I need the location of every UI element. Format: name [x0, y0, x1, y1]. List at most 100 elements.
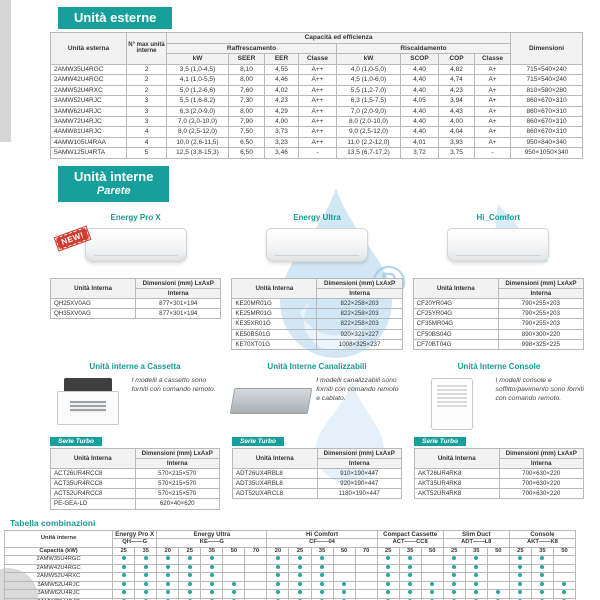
external-unit-cell: 6,50 [228, 147, 265, 159]
combination-cell [420, 597, 444, 600]
combination-cell [112, 589, 136, 599]
combination-cell [486, 555, 510, 565]
external-unit-cell: A+ [473, 105, 512, 118]
combination-cell [552, 572, 577, 582]
serie-turbo-tag: Serie Turbo [50, 436, 103, 446]
external-unit-cell: 810×580×280 [510, 84, 584, 97]
ext-subheader-row: kW SEER EER Classe kW SCOP COP Classe [51, 53, 583, 65]
unit-model: CF25YR04G [412, 308, 499, 320]
unit-dimensions: 620×40×620 [134, 498, 220, 510]
unit-dimensions: 822×258×203 [316, 298, 403, 310]
compatibility-dot [275, 556, 280, 561]
compatibility-dot [452, 556, 457, 561]
compatibility-dot [474, 564, 479, 569]
comb-capacity-value: 35 [398, 546, 422, 556]
unit-model: CF35MR04G [412, 318, 499, 330]
unit-model: QH35XV0AG [49, 308, 137, 320]
serie-turbo-tag: Serie Turbo [232, 436, 285, 446]
compatibility-dot [320, 581, 325, 586]
compatibility-dot [209, 590, 214, 595]
unit-dimensions: 790×255×203 [497, 318, 584, 330]
comb-capacity-value: 20 [156, 546, 180, 556]
comb-group-name: Energy Pro X [112, 529, 158, 539]
unit-dimensions: 1180×190×447 [316, 488, 402, 500]
compatibility-dot [408, 573, 413, 578]
external-unit-model: 4AMW105U4RAA [50, 136, 127, 149]
comb-group-name: Console [508, 529, 577, 539]
unit-dimensions: 890×300×220 [497, 328, 584, 340]
external-unit-cell: 4,04 [438, 126, 475, 138]
combination-cell [420, 580, 444, 590]
mini-table-body: KE20MR01G 822×258×203 KE25MR01G 822×258×203… [231, 298, 403, 350]
combination-cell [156, 572, 180, 582]
combination-cell [200, 563, 224, 573]
combination-cell [530, 580, 554, 590]
unit-model: ACT26UR4RCC8 [50, 467, 136, 480]
combination-cell [486, 589, 510, 599]
combination-cell [112, 572, 136, 582]
unit-model: ADT35UX4RBL8 [232, 478, 318, 490]
external-unit-cell: A++ [298, 63, 337, 76]
compatibility-dot [187, 590, 192, 595]
comb-capacity-value: 25 [112, 546, 136, 556]
combination-cell [156, 563, 180, 573]
mini-col-dim-sub: Interna [316, 457, 402, 470]
mini-col-dim-sub: Interna [498, 457, 584, 470]
compatibility-dot [209, 581, 214, 586]
external-unit-cell: 4,55 [264, 63, 299, 76]
serie-turbo-tag: Serie Turbo [414, 436, 467, 446]
combination-cell [530, 572, 554, 582]
external-unit-cell: 4,01 [400, 136, 439, 149]
combination-cell [530, 563, 554, 573]
unit-row: KE35XR01G 822×258×203 [231, 318, 403, 330]
external-unit-cell: 3,23 [264, 136, 299, 149]
compatibility-dot [562, 590, 567, 595]
unit-row: AKT52UR4RK8 700×630×220 [414, 488, 584, 500]
unit-model: ACT52UR4RCC8 [50, 488, 136, 500]
external-unit-cell: A++ [298, 95, 337, 107]
compatibility-dot [275, 564, 280, 569]
combination-cell [134, 572, 158, 582]
combination-cell [266, 589, 290, 599]
mini-table-body: CF20YR04G 790×255×203 CF25YR04G 790×255×203… [412, 298, 584, 350]
unit-dimensions: 700×630×220 [498, 488, 584, 500]
external-unit-cell: 4,00 [438, 115, 475, 128]
compatibility-dot [187, 573, 192, 578]
external-unit-model: 3AMW52U4RJC [50, 95, 127, 107]
external-unit-cell: A++ [298, 126, 337, 138]
combination-row: 2AMW42U4RGC [3, 563, 577, 573]
special-unit-body: I modelli a cassetto sono forniti con co… [50, 374, 220, 430]
external-unit-cell: 3,94 [438, 95, 475, 107]
unit-row: ADT52UX4RCL8 1180×190×447 [232, 488, 402, 500]
combination-cell [552, 597, 577, 600]
compatibility-dot [540, 556, 545, 561]
unit-row: CF20YR04G 790×255×203 [412, 298, 584, 310]
compatibility-dot [143, 590, 148, 595]
external-unit-cell: 4,05 [400, 95, 439, 107]
comb-group-code: AKT——K8 [508, 538, 577, 548]
combination-cell [222, 563, 246, 573]
compatibility-dot [452, 564, 457, 569]
external-unit-cell: 8,0 (2,0-10,0) [336, 115, 401, 128]
compatibility-dot [386, 564, 391, 569]
compatibility-dot [452, 581, 457, 586]
duct-unit-image [229, 374, 313, 414]
external-unit-cell: 860×670×310 [510, 95, 584, 107]
combination-cell [288, 555, 312, 565]
combinations-table: Unità interne Energy Pro X Energy Ultra Hi … [3, 529, 577, 600]
external-unit-cell: A++ [298, 84, 337, 97]
combination-cell [464, 563, 488, 573]
external-unit-cell: A++ [298, 136, 337, 149]
external-unit-cell: 4,46 [264, 74, 299, 86]
comb-group-name: Hi Comfort [266, 529, 378, 539]
combination-cell [200, 597, 224, 600]
internal-units-title-text: Unità interne [74, 168, 154, 184]
combination-cell [486, 580, 510, 590]
external-unit-row: 3AMW72U4RJC 3 7,0 (2,0-10,0) 7,90 4,00 A++ 8,0… [50, 115, 584, 128]
external-unit-cell: 7,90 [228, 115, 265, 128]
compatibility-dot [430, 590, 435, 595]
comb-capacity-value: 35 [200, 546, 224, 556]
compatibility-dot [540, 581, 545, 586]
external-unit-model: 3AMW72U4RJC [50, 115, 127, 128]
combination-row: 3AMW52U4RJC [3, 580, 577, 590]
